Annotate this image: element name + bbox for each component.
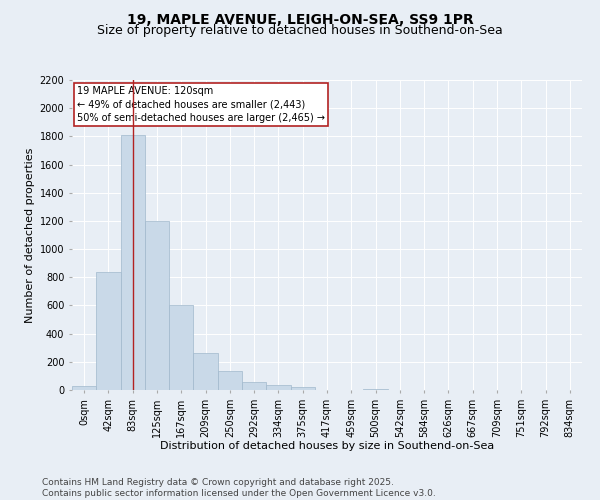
Text: Contains HM Land Registry data © Crown copyright and database right 2025.
Contai: Contains HM Land Registry data © Crown c… [42,478,436,498]
Bar [242,382,266,390]
Bar [169,306,193,390]
Bar [193,354,218,390]
Bar [218,371,242,390]
Text: Size of property relative to detached houses in Southend-on-Sea: Size of property relative to detached ho… [97,24,503,37]
Text: 19 MAPLE AVENUE: 120sqm
← 49% of detached houses are smaller (2,443)
50% of semi: 19 MAPLE AVENUE: 120sqm ← 49% of detache… [77,86,325,122]
Bar [96,272,121,390]
Y-axis label: Number of detached properties: Number of detached properties [25,148,35,322]
Bar [121,135,145,390]
Bar [290,387,315,390]
Text: 19, MAPLE AVENUE, LEIGH-ON-SEA, SS9 1PR: 19, MAPLE AVENUE, LEIGH-ON-SEA, SS9 1PR [127,12,473,26]
Bar [145,221,169,390]
X-axis label: Distribution of detached houses by size in Southend-on-Sea: Distribution of detached houses by size … [160,441,494,451]
Bar [364,388,388,390]
Bar [72,386,96,390]
Bar [266,385,290,390]
